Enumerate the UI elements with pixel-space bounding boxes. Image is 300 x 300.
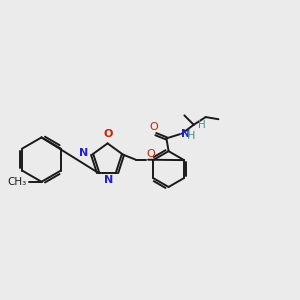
Text: O: O <box>150 122 158 132</box>
Text: CH₃: CH₃ <box>8 177 27 187</box>
Text: H: H <box>187 131 196 141</box>
Text: N: N <box>181 129 190 139</box>
Text: O: O <box>103 129 113 139</box>
Text: N: N <box>79 148 88 158</box>
Text: H: H <box>198 120 206 130</box>
Text: O: O <box>147 149 156 159</box>
Text: N: N <box>104 175 114 185</box>
